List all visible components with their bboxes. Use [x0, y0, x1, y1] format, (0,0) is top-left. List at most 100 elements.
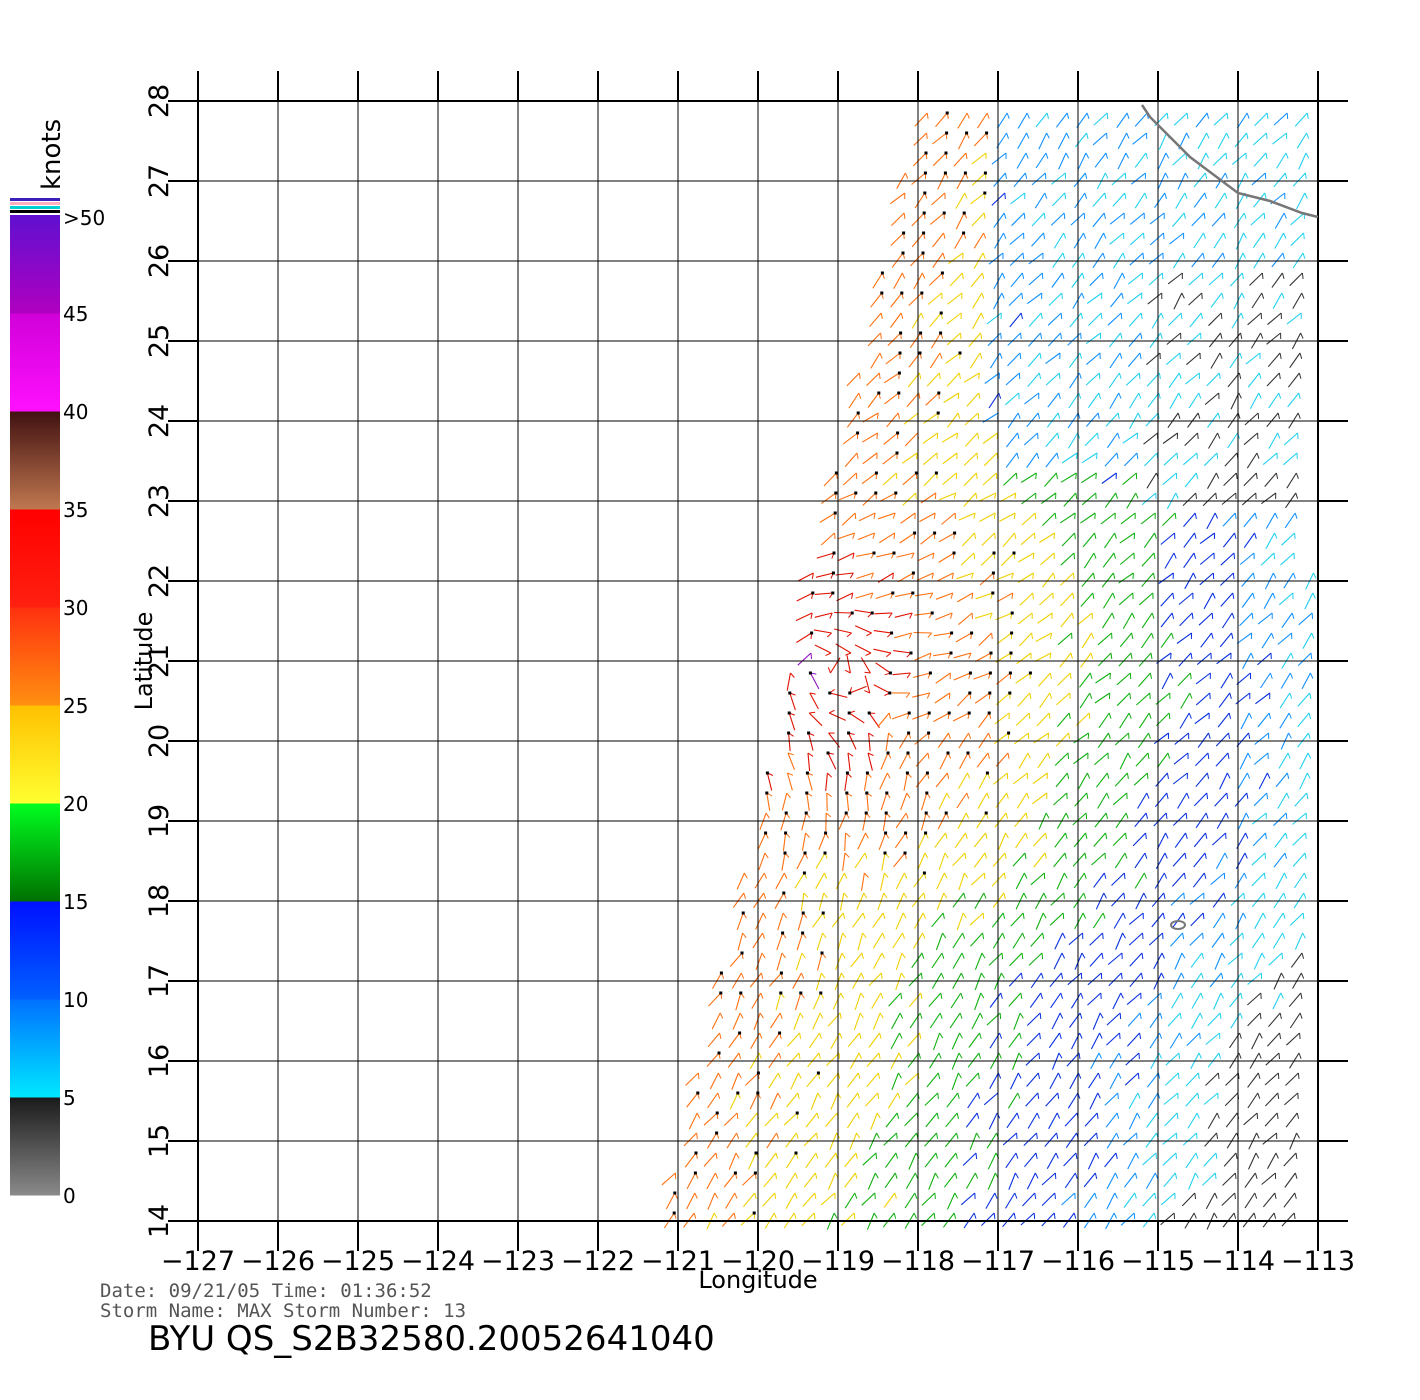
wind-vector	[768, 1052, 780, 1069]
wind-barb	[927, 632, 932, 638]
wind-vector	[683, 1132, 697, 1147]
wind-vector	[1251, 292, 1263, 309]
wind-vector	[728, 1032, 741, 1048]
wind-barb	[1164, 192, 1167, 199]
wind-barb	[864, 690, 870, 694]
wind-vector	[877, 712, 890, 728]
wind-barb	[1036, 1132, 1038, 1140]
wind-vector	[920, 532, 935, 545]
rain-flag	[810, 631, 814, 635]
rain-flag	[902, 231, 906, 235]
wind-vector	[748, 1152, 757, 1170]
wind-barb	[852, 532, 856, 539]
wind-barb	[897, 412, 900, 420]
wind-vector	[946, 332, 961, 346]
wind-vector	[988, 392, 1000, 409]
wind-vector	[1243, 512, 1256, 528]
wind-vector	[807, 752, 811, 771]
wind-barb	[1289, 692, 1293, 699]
wind-vector	[1125, 372, 1140, 386]
wind-barb	[1118, 392, 1122, 399]
wind-barb	[1205, 152, 1210, 159]
wind-vector	[846, 412, 859, 428]
wind-barb	[1304, 192, 1308, 199]
wind-vector	[872, 912, 884, 928]
wind-barb	[1080, 332, 1082, 340]
wind-vector	[1268, 432, 1279, 449]
wind-vector	[986, 312, 1002, 325]
wind-barb	[886, 772, 891, 779]
wind-vector	[1092, 252, 1104, 269]
wind-vector	[1272, 132, 1287, 145]
wind-vector	[1147, 1092, 1159, 1109]
rain-flag	[801, 911, 805, 915]
wind-vector	[1035, 912, 1044, 930]
wind-vector	[904, 1072, 919, 1086]
wind-barb	[1166, 112, 1169, 120]
wind-barb	[763, 892, 767, 899]
wind-barb	[1048, 712, 1051, 719]
wind-vector	[905, 1172, 916, 1189]
wind-vector	[835, 872, 845, 890]
wind-vector	[959, 752, 969, 770]
wind-vector	[1297, 732, 1310, 748]
wind-vector	[1091, 852, 1106, 866]
wind-barb	[1017, 1072, 1022, 1079]
wind-barb	[957, 392, 960, 400]
rain-flag	[944, 151, 948, 155]
wind-barb	[1246, 772, 1251, 779]
wind-vector	[857, 932, 864, 951]
wind-barb	[1045, 832, 1048, 839]
wind-vector	[809, 672, 820, 690]
wind-barb	[918, 372, 922, 380]
wind-vector	[946, 372, 960, 387]
wind-barb	[933, 1212, 936, 1220]
wind-vector	[808, 732, 814, 751]
wind-barb	[943, 232, 946, 239]
wind-vector	[846, 1112, 858, 1129]
wind-vector	[1140, 512, 1156, 525]
wind-barb	[1082, 252, 1086, 259]
wind-barb	[1100, 312, 1103, 320]
wind-barb	[1266, 772, 1271, 779]
wind-barb	[1221, 952, 1226, 959]
wind-barb	[1094, 532, 1097, 540]
wind-barb	[829, 612, 833, 619]
wind-vector	[764, 1152, 777, 1168]
wind-vector	[1191, 1012, 1201, 1029]
wind-vector	[1007, 1092, 1019, 1109]
wind-vector	[943, 1172, 956, 1188]
wind-vector	[867, 392, 880, 408]
wind-barb	[1102, 252, 1106, 259]
wind-vector	[1028, 252, 1044, 265]
wind-vector	[1241, 572, 1254, 587]
rain-flag	[870, 611, 874, 615]
wind-barb	[1257, 1092, 1261, 1099]
wind-vector	[1135, 752, 1149, 767]
rain-flag	[984, 811, 988, 815]
wind-barb	[979, 1032, 982, 1039]
wind-barb	[923, 892, 926, 899]
wind-barb	[1262, 252, 1266, 259]
wind-barb	[1022, 932, 1026, 939]
wind-barb	[1309, 672, 1314, 679]
wind-barb	[1208, 732, 1211, 739]
wind-barb	[1275, 472, 1279, 479]
wind-vector	[1206, 372, 1220, 387]
wind-barb	[1284, 852, 1287, 859]
wind-barb	[743, 872, 748, 879]
wind-barb	[1228, 732, 1230, 739]
wind-vector	[1031, 232, 1045, 247]
wind-vector	[1163, 1092, 1179, 1105]
rain-flag	[895, 451, 899, 455]
wind-vector	[1281, 1212, 1295, 1227]
wind-vector	[908, 292, 923, 306]
wind-barb	[1153, 1212, 1157, 1219]
wind-vector	[1230, 892, 1245, 906]
wind-vector	[982, 432, 998, 444]
wind-vector	[870, 292, 883, 308]
wind-barb	[1096, 1132, 1098, 1140]
wind-vector	[1185, 1092, 1199, 1107]
wind-barb	[1226, 132, 1230, 139]
